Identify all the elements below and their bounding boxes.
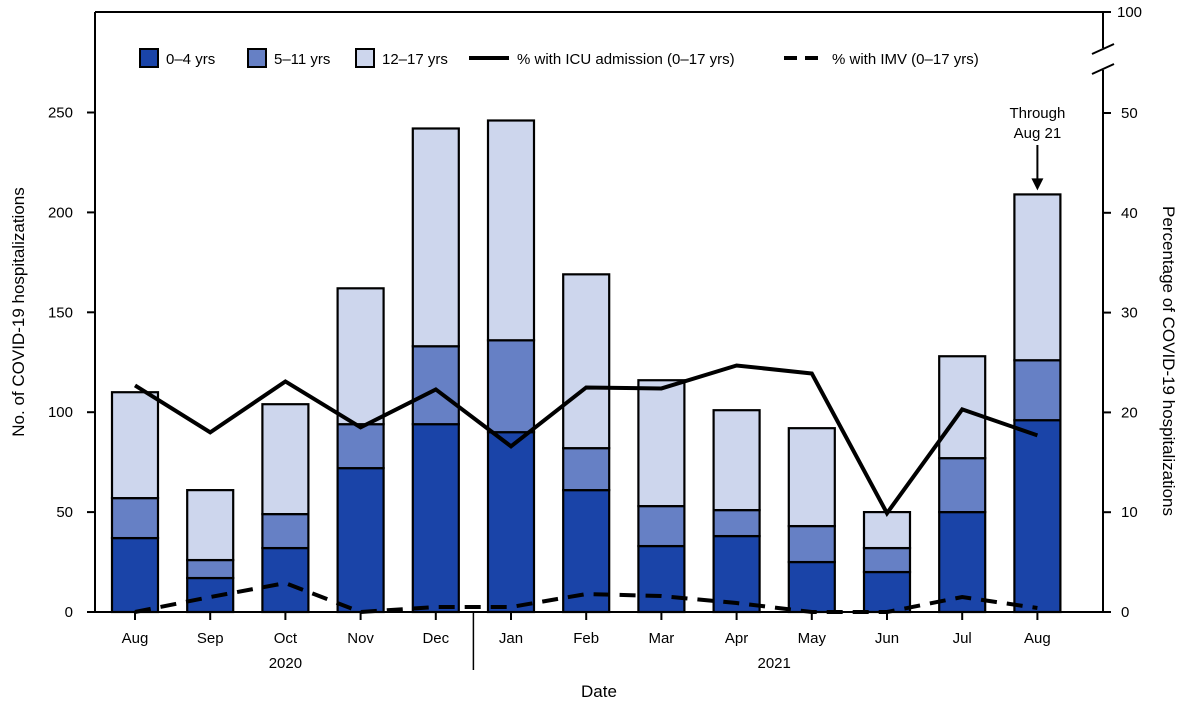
legend-swatch-1 <box>139 48 159 68</box>
bar-segment-1-1 <box>110 536 160 614</box>
annotation: Through Aug 21 <box>1009 105 1065 191</box>
annotation-text: Through <box>1009 105 1065 122</box>
x-tick-label: Apr <box>725 630 748 647</box>
legend-swatch-3 <box>355 48 375 68</box>
bar-segment-2-10 <box>787 524 836 564</box>
y-tick-label: 250 <box>48 105 73 122</box>
y2-tick-label: 10 <box>1121 504 1138 521</box>
bar-segment-3-1 <box>110 391 160 500</box>
bar-segment-1-10 <box>787 560 836 614</box>
bar-segment-1-3 <box>261 546 310 614</box>
bar-segment-1-4 <box>336 467 385 614</box>
bar-segment-3-13 <box>1013 193 1062 362</box>
bar-segment-1-5 <box>411 423 460 614</box>
bar-segment-3-11 <box>862 510 912 550</box>
bar-segment-2-2 <box>186 558 235 580</box>
bar-segment-2-13 <box>1013 359 1062 422</box>
icu-admission-line <box>133 363 1039 517</box>
y2-tick-label: 40 <box>1121 205 1138 222</box>
bar-segment-3-12 <box>938 355 987 460</box>
y2-tick-label: 50 <box>1121 105 1138 122</box>
axes-layer: 0 50 100 150 200 250 0 10 20 30 40 50 100 Aug Sep Oct No… <box>9 4 1178 701</box>
legend-label: 5–11 yrs <box>274 51 330 68</box>
bar-segment-2-9 <box>712 509 761 538</box>
bar-segment-2-3 <box>261 512 310 550</box>
year-label: 2020 <box>269 655 302 672</box>
x-tick-label: Jan <box>499 630 523 647</box>
bar-segment-3-7 <box>562 273 611 450</box>
bar-segment-3-6 <box>486 119 536 342</box>
axis-break-mark <box>1091 63 1115 75</box>
bar-segment-2-11 <box>862 546 912 574</box>
x-tick-label: Jun <box>875 630 899 647</box>
year-label: 2021 <box>758 655 791 672</box>
bar-segment-3-9 <box>712 409 761 512</box>
y2-axis-title: Percentage of COVID-19 hospitalizations <box>1159 206 1178 516</box>
y-tick-label: 150 <box>48 304 73 321</box>
bar-segment-3-4 <box>336 287 385 426</box>
x-tick-label: Nov <box>347 630 374 647</box>
bars-layer <box>110 119 1062 614</box>
annotation-arrowhead <box>1031 178 1044 191</box>
legend-swatch-2 <box>247 48 267 68</box>
bar-segment-2-6 <box>486 339 536 434</box>
annotation-text: Aug 21 <box>1014 125 1062 142</box>
x-tick-label: Aug <box>1024 630 1051 647</box>
bar-segment-2-7 <box>562 447 611 492</box>
y-tick-label: 50 <box>56 504 73 521</box>
y-tick-label: 0 <box>65 604 73 621</box>
bar-segment-2-12 <box>938 457 987 514</box>
bar-segment-1-8 <box>637 544 686 614</box>
x-tick-label: May <box>798 630 827 647</box>
bar-segment-2-4 <box>336 423 385 470</box>
bar-segment-3-2 <box>186 489 235 562</box>
y2-tick-label: 100 <box>1117 4 1142 21</box>
legend-label: 0–4 yrs <box>166 51 215 68</box>
y2-tick-label: 0 <box>1121 604 1129 621</box>
bar-segment-3-10 <box>787 427 836 528</box>
legend-label: 12–17 yrs <box>382 51 448 68</box>
x-tick-label: Feb <box>573 630 599 647</box>
bar-segment-3-3 <box>261 403 310 516</box>
x-tick-label: Mar <box>648 630 674 647</box>
x-tick-label: Aug <box>122 630 149 647</box>
bar-segment-3-8 <box>637 379 686 508</box>
bar-segment-1-7 <box>562 489 611 614</box>
y-tick-label: 100 <box>48 404 73 421</box>
bar-segment-1-13 <box>1013 419 1062 614</box>
bar-segment-2-1 <box>110 497 160 540</box>
legend-label: % with ICU admission (0–17 yrs) <box>517 51 735 68</box>
x-tick-label: Oct <box>274 630 298 647</box>
bar-segment-3-5 <box>411 127 460 348</box>
axis-break-mark <box>1091 43 1115 55</box>
bar-segment-1-9 <box>712 534 761 614</box>
bar-segment-2-8 <box>637 505 686 548</box>
x-tick-label: Jul <box>953 630 972 647</box>
x-axis-title: Date <box>581 682 617 701</box>
bar-segment-1-6 <box>486 431 536 614</box>
legend-label: % with IMV (0–17 yrs) <box>832 51 979 68</box>
y-tick-label: 200 <box>48 204 73 221</box>
bar-segment-1-11 <box>862 570 912 614</box>
legend: 0–4 yrs 5–11 yrs 12–17 yrs % with ICU admis… <box>139 48 979 68</box>
bar-segment-2-5 <box>411 345 460 426</box>
y2-tick-label: 30 <box>1121 305 1138 322</box>
y-axis-title: No. of COVID-19 hospitalizations <box>9 187 28 436</box>
y2-tick-label: 20 <box>1121 404 1138 421</box>
x-tick-label: Dec <box>422 630 449 647</box>
x-tick-label: Sep <box>197 630 224 647</box>
